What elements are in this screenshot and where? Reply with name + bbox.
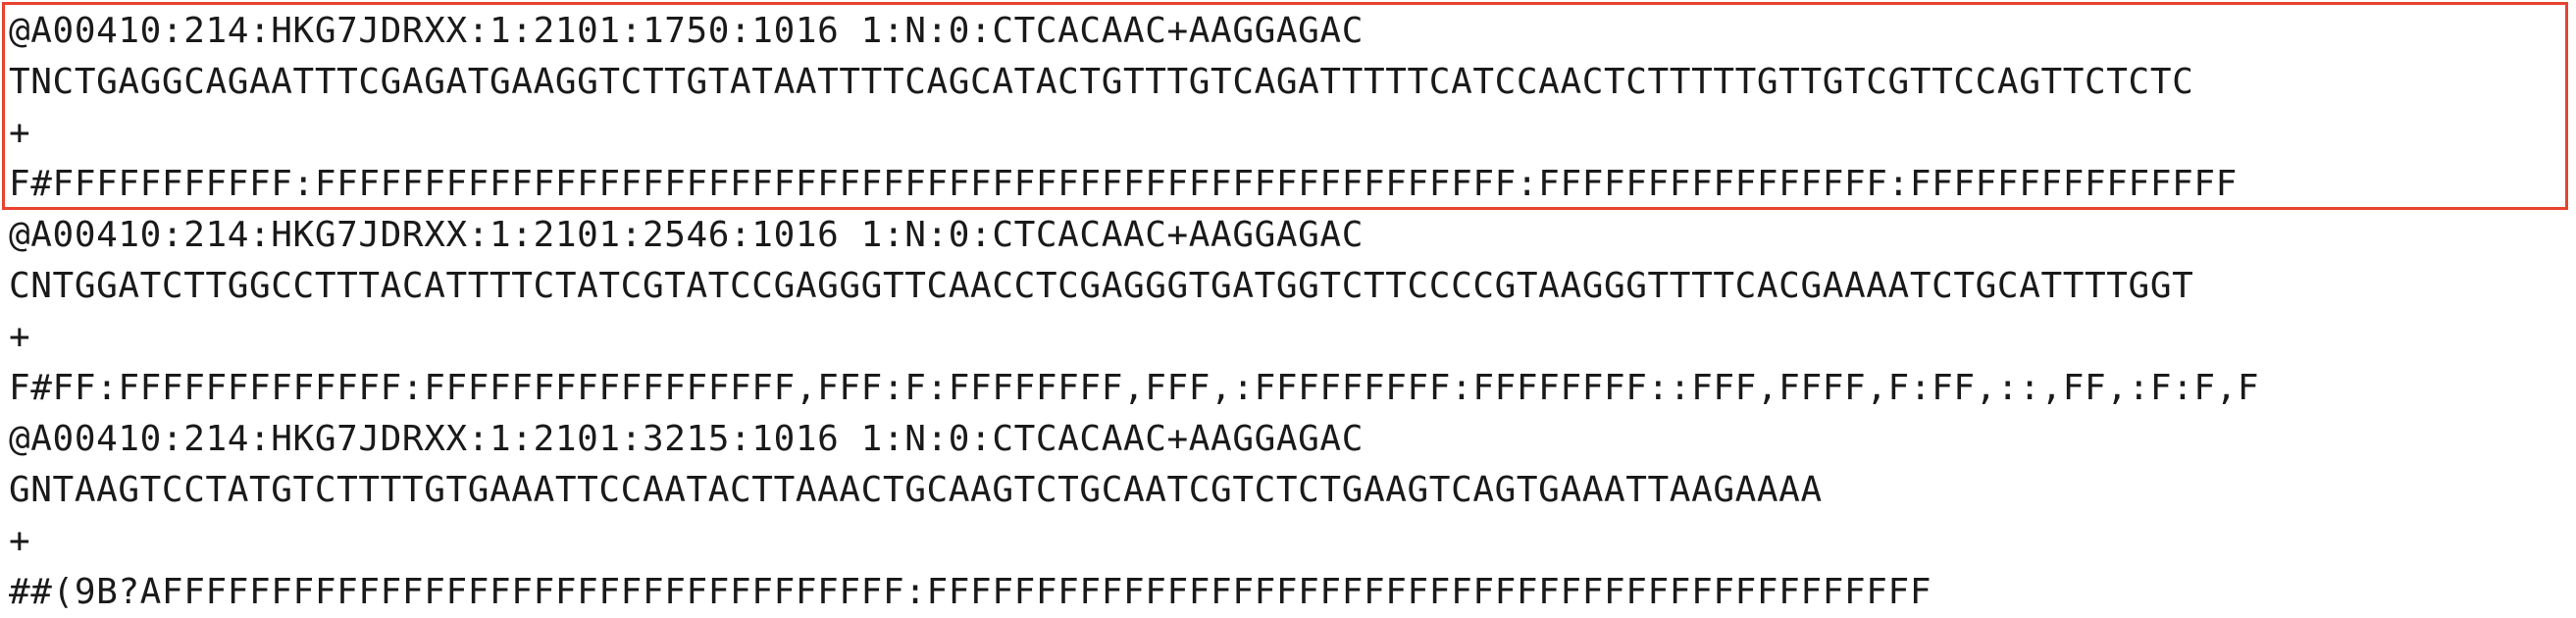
record-2-header-line: @A00410:214:HKG7JDRXX:1:2101:2546:1016 1… xyxy=(9,215,1364,255)
record-2-sequence-line: CNTGGATCTTGGCCTTTACATTTTCTATCGTATCCGAGGG… xyxy=(9,266,2194,306)
record-1-sequence-line: TNCTGAGGCAGAATTTCGAGATGAAGGTCTTGTATAATTT… xyxy=(9,62,2194,102)
record-1-header-line: @A00410:214:HKG7JDRXX:1:2101:1750:1016 1… xyxy=(9,11,1364,51)
record-2-separator-line: + xyxy=(9,317,31,357)
record-3-quality-line: ##(9B?AFFFFFFFFFFFFFFFFFFFFFFFFFFFFFFFFF… xyxy=(9,572,1932,612)
fastq-records: @A00410:214:HKG7JDRXX:1:2101:1750:1016 1… xyxy=(9,6,2259,618)
record-3-sequence-line: GNTAAGTCCTATGTCTTTTGTGAAATTCCAATACTTAAAC… xyxy=(9,470,1823,510)
record-3-separator-line: + xyxy=(9,521,31,561)
record-1-separator-line: + xyxy=(9,113,31,153)
record-3-header-line: @A00410:214:HKG7JDRXX:1:2101:3215:1016 1… xyxy=(9,419,1364,459)
record-1-quality-line: F#FFFFFFFFFFF:FFFFFFFFFFFFFFFFFFFFFFFFFF… xyxy=(9,164,2238,204)
record-2-quality-line: F#FF:FFFFFFFFFFFFF:FFFFFFFFFFFFFFFFF,FFF… xyxy=(9,368,2260,408)
